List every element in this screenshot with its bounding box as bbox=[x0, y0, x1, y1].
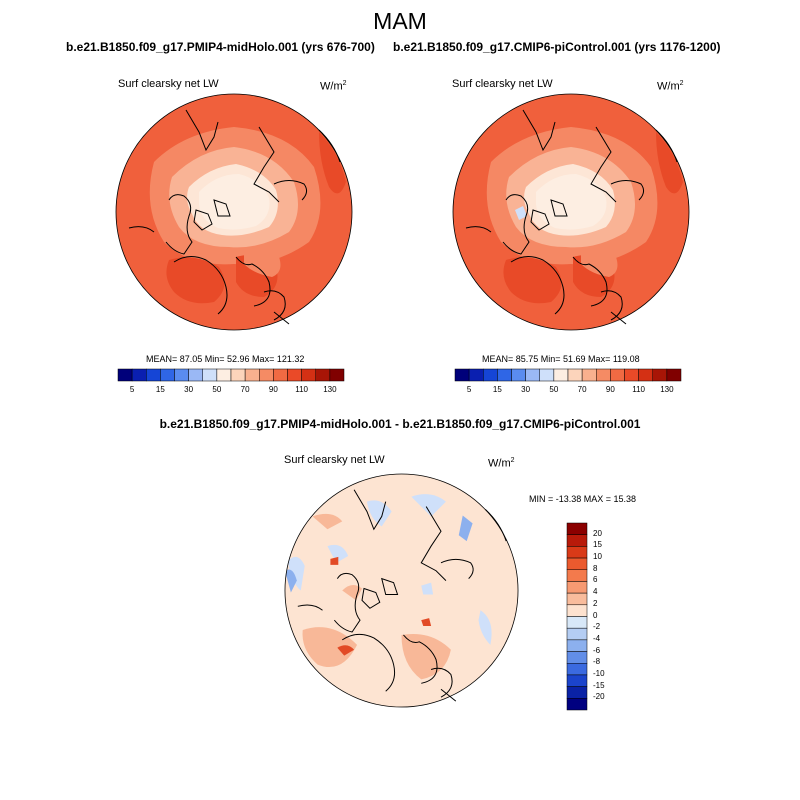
colorbar-swatch bbox=[566, 581, 588, 594]
colorbar-tick-label: 5 bbox=[466, 385, 472, 394]
colorbar-swatch bbox=[174, 368, 189, 382]
colorbar-swatch bbox=[146, 368, 161, 382]
difference-colorbar bbox=[566, 522, 588, 711]
left-colorbar bbox=[117, 368, 345, 382]
colorbar-tick-label: -4 bbox=[593, 633, 601, 643]
colorbar-tick-label: -8 bbox=[593, 657, 601, 667]
colorbar-tick-label: -20 bbox=[593, 692, 605, 702]
colorbar-swatch bbox=[131, 368, 147, 382]
colorbar-tick-label: 110 bbox=[295, 385, 308, 394]
colorbar-swatch bbox=[301, 368, 316, 382]
colorbar-swatch bbox=[259, 368, 274, 382]
colorbar-tick-label: 70 bbox=[577, 385, 587, 394]
colorbar-swatch bbox=[566, 616, 588, 629]
colorbar-swatch bbox=[666, 368, 682, 382]
colorbar-tick-label: 4 bbox=[593, 587, 598, 597]
left-case-title: b.e21.B1850.f09_g17.PMIP4-midHolo.001 (y… bbox=[66, 40, 375, 54]
difference-title: b.e21.B1850.f09_g17.PMIP4-midHolo.001 - … bbox=[159, 417, 641, 431]
colorbar-swatch bbox=[596, 368, 611, 382]
colorbar-swatch bbox=[566, 686, 588, 699]
colorbar-swatch bbox=[566, 557, 588, 570]
colorbar-tick-label: 0 bbox=[593, 610, 598, 620]
colorbar-swatch bbox=[624, 368, 639, 382]
colorbar-tick-label: 20 bbox=[593, 528, 602, 538]
colorbar-swatch bbox=[539, 368, 555, 382]
colorbar-swatch bbox=[468, 368, 484, 382]
colorbar-swatch bbox=[329, 368, 345, 382]
colorbar-swatch bbox=[566, 651, 588, 664]
colorbar-swatch bbox=[244, 368, 260, 382]
left-stats: MEAN= 87.05 Min= 52.96 Max= 121.32 bbox=[146, 354, 305, 364]
colorbar-swatch bbox=[287, 368, 302, 382]
colorbar-swatch bbox=[497, 368, 512, 382]
colorbar-tick-label: 15 bbox=[593, 540, 602, 550]
colorbar-tick-label: 10 bbox=[593, 552, 602, 562]
colorbar-swatch bbox=[188, 368, 203, 382]
colorbar-swatch bbox=[581, 368, 597, 382]
colorbar-tick-label: 130 bbox=[660, 385, 674, 394]
right-polar-map bbox=[452, 93, 690, 331]
colorbar-tick-label: 90 bbox=[268, 385, 278, 394]
difference-polar-map bbox=[284, 473, 519, 708]
colorbar-swatch bbox=[566, 569, 588, 582]
colorbar-swatch bbox=[315, 368, 331, 382]
colorbar-swatch bbox=[553, 368, 569, 382]
colorbar-swatch bbox=[273, 368, 288, 382]
colorbar-swatch bbox=[566, 627, 588, 641]
colorbar-tick-label: -10 bbox=[593, 668, 605, 678]
colorbar-swatch bbox=[638, 368, 653, 382]
colorbar-swatch bbox=[566, 604, 588, 617]
right-stats: MEAN= 85.75 Min= 51.69 Max= 119.08 bbox=[482, 354, 640, 364]
colorbar-tick-label: 6 bbox=[593, 575, 598, 585]
difference-units: W/m2 bbox=[488, 457, 515, 470]
colorbar-swatch bbox=[610, 368, 625, 382]
colorbar-swatch bbox=[566, 534, 588, 547]
colorbar-swatch bbox=[216, 368, 232, 382]
colorbar-swatch bbox=[566, 674, 588, 687]
colorbar-tick-label: -6 bbox=[593, 645, 601, 655]
left-variable-label: Surf clearsky net LW bbox=[118, 78, 219, 90]
right-units: W/m2 bbox=[657, 80, 684, 93]
colorbar-tick-label: 90 bbox=[605, 385, 615, 394]
difference-variable-label: Surf clearsky net LW bbox=[284, 454, 385, 466]
colorbar-swatch bbox=[566, 592, 588, 606]
left-polar-map bbox=[115, 93, 353, 331]
right-case-title: b.e21.B1850.f09_g17.CMIP6-piControl.001 … bbox=[393, 40, 721, 54]
colorbar-swatch bbox=[202, 368, 218, 382]
right-variable-label: Surf clearsky net LW bbox=[452, 78, 553, 90]
colorbar-swatch bbox=[511, 368, 526, 382]
colorbar-tick-label: -2 bbox=[593, 622, 601, 632]
colorbar-swatch bbox=[567, 368, 583, 382]
colorbar-tick-label: 50 bbox=[549, 385, 559, 394]
season-title: MAM bbox=[373, 8, 427, 34]
colorbar-swatch bbox=[566, 522, 588, 535]
colorbar-tick-label: -15 bbox=[593, 680, 605, 690]
colorbar-tick-label: 50 bbox=[212, 385, 222, 394]
difference-minmax: MIN = -13.38 MAX = 15.38 bbox=[529, 494, 637, 504]
colorbar-swatch bbox=[566, 546, 588, 559]
colorbar-swatch bbox=[160, 368, 175, 382]
colorbar-swatch bbox=[230, 368, 246, 382]
colorbar-tick-label: 70 bbox=[240, 385, 250, 394]
colorbar-swatch bbox=[652, 368, 668, 382]
colorbar-tick-label: 110 bbox=[632, 385, 645, 394]
colorbar-tick-label: 30 bbox=[184, 385, 194, 394]
colorbar-swatch bbox=[566, 698, 588, 711]
colorbar-swatch bbox=[566, 639, 588, 652]
colorbar-swatch bbox=[566, 663, 588, 676]
colorbar-swatch bbox=[454, 368, 470, 382]
colorbar-tick-label: 5 bbox=[129, 385, 135, 394]
colorbar-tick-label: 8 bbox=[593, 563, 598, 573]
right-colorbar bbox=[454, 368, 682, 382]
colorbar-tick-label: 30 bbox=[521, 385, 531, 394]
colorbar-tick-label: 130 bbox=[323, 385, 337, 394]
colorbar-tick-label: 2 bbox=[593, 598, 598, 608]
colorbar-swatch bbox=[117, 368, 133, 382]
colorbar-swatch bbox=[525, 368, 540, 382]
colorbar-swatch bbox=[483, 368, 498, 382]
colorbar-tick-label: 15 bbox=[492, 385, 502, 394]
left-units: W/m2 bbox=[320, 80, 347, 93]
colorbar-tick-label: 15 bbox=[155, 385, 165, 394]
